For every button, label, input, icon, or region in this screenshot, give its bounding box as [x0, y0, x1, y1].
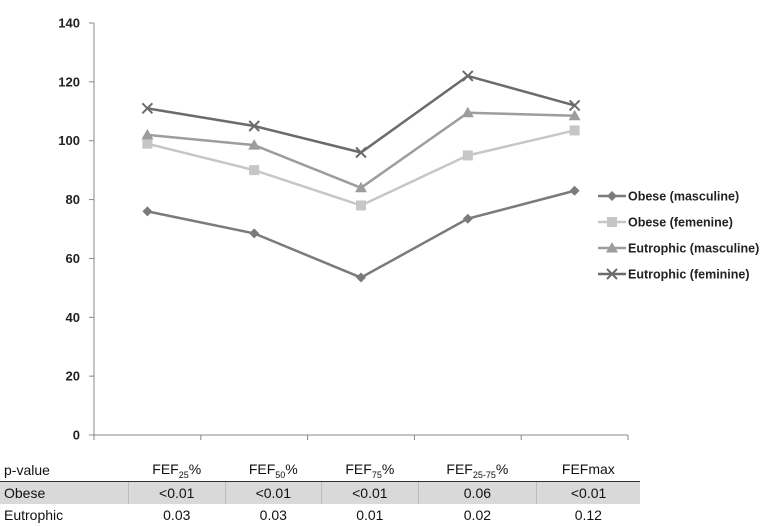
- y-tick-label: 140: [58, 16, 80, 31]
- table-cell: 0.02: [463, 507, 492, 523]
- table-cell: <0.01: [536, 481, 640, 504]
- series-group: [142, 125, 580, 211]
- marker-square: [607, 217, 617, 227]
- marker-triangle: [606, 242, 618, 253]
- marker-triangle: [568, 109, 581, 121]
- marker-diamond: [462, 213, 473, 224]
- legend-item: Eutrophic (masculine): [598, 242, 759, 256]
- row-label: Obese: [0, 481, 129, 504]
- marker-triangle: [355, 181, 367, 193]
- plot-area: [141, 70, 581, 283]
- marker-diamond: [569, 185, 580, 196]
- table-header-label: p-value: [0, 459, 129, 482]
- table-cell: 0.06: [417, 481, 537, 504]
- legend-item: Obese (masculine): [598, 190, 739, 204]
- table-row: Eutrophic 0.03 0.03 0.01 0.02 0.12: [0, 504, 640, 526]
- marker-square: [569, 125, 580, 136]
- series-line: [147, 111, 575, 190]
- marker-diamond: [249, 228, 260, 239]
- table-cell: <0.01: [128, 481, 226, 504]
- table-cell: 0.03: [163, 507, 191, 523]
- y-tick-label: 20: [66, 369, 80, 384]
- table-cell: 0.01: [356, 507, 384, 523]
- table-header-cell: FEF75%: [321, 459, 419, 482]
- table-cell: <0.01: [224, 481, 322, 504]
- marker-x: [248, 120, 260, 132]
- marker-diamond: [142, 206, 153, 217]
- marker-x: [141, 102, 154, 115]
- marker-square: [356, 200, 366, 211]
- legend: Obese (masculine) Obese (femenine) Eutroph…: [598, 190, 759, 282]
- marker-square: [249, 165, 260, 176]
- y-tick-label: 100: [58, 133, 80, 148]
- legend-label: Eutrophic (feminine): [628, 268, 750, 282]
- table-header-row: p-value FEF25% FEF50% FEF75% FEF25-75% F…: [0, 459, 640, 482]
- table-cell: 0.12: [574, 507, 602, 523]
- table-header-cell: FEF50%: [225, 459, 322, 482]
- y-tick-label: 80: [66, 192, 80, 207]
- table-cell: 0.03: [259, 507, 287, 523]
- marker-square: [462, 150, 473, 161]
- table-cell: <0.01: [321, 481, 419, 504]
- marker-triangle: [141, 128, 154, 140]
- marker-x: [355, 146, 367, 159]
- table-header-cell: FEF25-75%: [418, 459, 537, 482]
- marker-diamond: [607, 191, 617, 201]
- marker-square: [142, 138, 153, 149]
- legend-label: Obese (femenine): [628, 216, 733, 230]
- marker-triangle: [461, 106, 474, 118]
- chart-axes: 0 20 40 60 80 100 120 140: [58, 16, 629, 443]
- legend-label: Obese (masculine): [628, 190, 739, 204]
- legend-item: Obese (femenine): [598, 216, 733, 230]
- marker-x: [462, 70, 474, 82]
- marker-diamond: [356, 272, 366, 283]
- pvalue-table: p-value FEF25% FEF50% FEF75% FEF25-75% F…: [0, 459, 640, 526]
- y-tick-label: 40: [66, 310, 80, 325]
- marker-x: [606, 268, 618, 280]
- legend-item: Eutrophic (feminine): [598, 268, 750, 282]
- marker-x: [568, 99, 581, 112]
- table-header-cell: FEF25%: [128, 459, 226, 482]
- series-group: [141, 70, 581, 159]
- series-group: [141, 106, 581, 193]
- table-row: Obese <0.01 <0.01 <0.01 0.06 <0.01: [0, 481, 640, 504]
- series-group: [142, 185, 580, 283]
- row-label: Eutrophic: [4, 507, 64, 523]
- legend-label: Eutrophic (masculine): [628, 242, 759, 256]
- y-tick-label: 120: [58, 74, 80, 89]
- y-tick-label: 60: [66, 251, 80, 266]
- marker-triangle: [248, 139, 261, 150]
- y-tick-label: 0: [73, 428, 80, 443]
- table-header-cell: FEFmax: [536, 459, 640, 482]
